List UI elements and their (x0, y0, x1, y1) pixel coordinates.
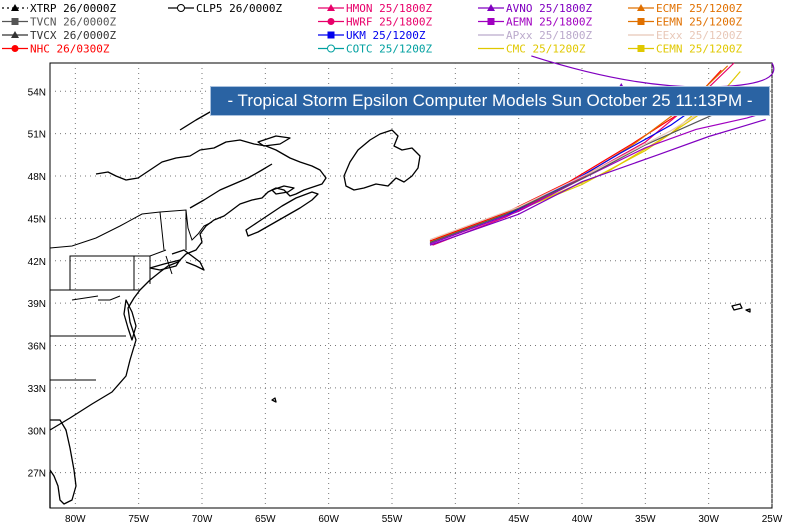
model-track-line (429, 111, 766, 245)
legend-entry: HWRF 25/1800Z (318, 16, 432, 29)
legend-label: CLP5 26/0000Z (196, 2, 282, 15)
legend-label: XTRP 26/0000Z (30, 2, 116, 15)
legend-label: ECMF 25/1200Z (656, 2, 742, 15)
legend-label: TVCN 26/0000Z (30, 16, 116, 29)
long-island (149, 259, 181, 271)
legend-label: UKM 25/1200Z (346, 29, 426, 42)
newfoundland (343, 129, 421, 191)
legend-entry: UKM 25/1200Z (318, 29, 426, 42)
legend-entry: ECMF 25/1200Z (628, 2, 742, 15)
nova-scotia (245, 191, 319, 237)
legend-entry: AEMN 25/1800Z (478, 16, 592, 29)
legend-label: HMON 25/1800Z (346, 2, 432, 15)
legend-label: COTC 25/1200Z (346, 43, 432, 56)
azores (731, 303, 751, 313)
latitude-label: 42N (28, 257, 46, 268)
model-track-line (429, 99, 722, 241)
legend-label: AVNO 25/1800Z (506, 2, 592, 15)
longitude-label: 30W (698, 514, 719, 525)
legend-label: NHC 26/0300Z (30, 43, 110, 56)
latitude-label: 51N (28, 130, 46, 141)
model-tracks (429, 55, 775, 246)
bermuda (271, 397, 277, 403)
latitude-label: 54N (28, 87, 46, 98)
longitude-label: 45W (508, 514, 529, 525)
latitude-label: 45N (28, 214, 46, 225)
legend-label: CMC 25/1200Z (506, 43, 586, 56)
legend-entry: HMON 25/1800Z (318, 2, 432, 15)
legend-entry: CMC 25/1200Z (478, 43, 586, 56)
cape-cod (171, 249, 205, 271)
legend-entry: CEMN 25/1200Z (628, 43, 742, 56)
longitude-label: 60W (318, 514, 339, 525)
legend-label: HWRF 25/1800Z (346, 16, 432, 29)
state-lines (50, 210, 187, 381)
legend-entry: EExx 25/1200Z (628, 29, 742, 42)
legend-label: EEMN 25/1200Z (656, 16, 742, 29)
delmarva-peninsula (123, 299, 137, 341)
latitude-label: 30N (28, 426, 46, 437)
legend-entry: XTRP 26/0000Z (2, 2, 116, 15)
latitude-label: 36N (28, 342, 46, 353)
longitude-label: 65W (255, 514, 276, 525)
legend-entry: AVNO 25/1800Z (478, 2, 592, 15)
latitude-label: 39N (28, 299, 46, 310)
lat-lon-grid (50, 63, 773, 508)
longitude-label: 35W (635, 514, 656, 525)
legend-label: TVCX 26/0000Z (30, 29, 116, 42)
us-canada-border (49, 209, 213, 249)
longitude-labels: 80W 75W 70W 65W 60W 55W 50W 45W 40W 35W 30W 25W (65, 514, 783, 525)
legend-entry: EEMN 25/1200Z (628, 16, 742, 29)
longitude-label: 50W (445, 514, 466, 525)
anticosti-island (257, 135, 291, 147)
longitude-label: 70W (192, 514, 213, 525)
legend-entry: APxx 25/1800Z (478, 29, 592, 42)
map-title: - Tropical Storm Epsilon Computer Models… (210, 86, 770, 116)
political-boundaries (49, 209, 213, 381)
legend-entry: NHC 26/0300Z (2, 43, 110, 56)
latitude-label: 48N (28, 172, 46, 183)
longitude-label: 75W (128, 514, 149, 525)
legend-label: CEMN 25/1200Z (656, 43, 742, 56)
model-track-line (429, 118, 766, 246)
legend-label: APxx 25/1800Z (506, 29, 592, 42)
longitude-label: 80W (65, 514, 86, 525)
legend-entry: COTC 25/1200Z (318, 43, 432, 56)
latitude-label: 27N (28, 469, 46, 480)
latitude-label: 33N (28, 384, 46, 395)
st-lawrence-river (189, 163, 273, 209)
prince-edward-island (271, 185, 295, 195)
north-america-coastline (49, 419, 77, 508)
legend-entry: TVCX 26/0000Z (2, 29, 116, 42)
legend-label: EExx 25/1200Z (656, 29, 742, 42)
legend-entry: TVCN 26/0000Z (2, 16, 116, 29)
latitude-labels: 54N 51N 48N 45N 42N 39N 36N 33N 30N 27N (28, 87, 46, 479)
legend-entry: CLP5 26/0000Z (168, 2, 282, 15)
longitude-label: 25W (762, 514, 783, 525)
longitude-label: 55W (382, 514, 403, 525)
legend-label: AEMN 25/1800Z (506, 16, 592, 29)
longitude-label: 40W (572, 514, 593, 525)
